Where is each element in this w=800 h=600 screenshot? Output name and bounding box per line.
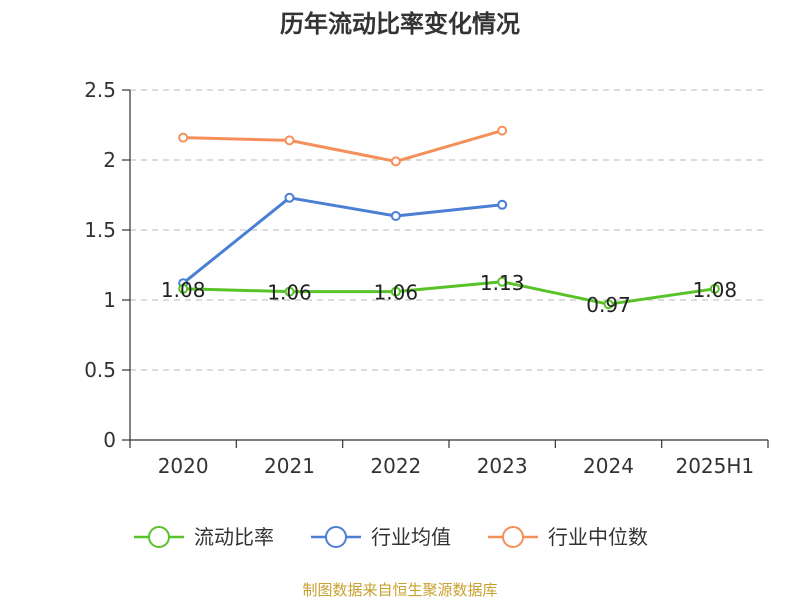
y-tick-label: 2	[103, 148, 116, 172]
data-point	[284, 286, 295, 297]
data-point	[284, 192, 295, 203]
data-point	[390, 286, 401, 297]
data-point	[497, 125, 508, 136]
series-group: 1.08 1.06 1.06 1.13 0.97 1.08	[161, 125, 738, 317]
series-line	[181, 280, 717, 306]
data-point	[497, 276, 508, 287]
data-point	[178, 283, 189, 294]
data-label: 0.97	[586, 293, 631, 317]
data-point	[178, 132, 189, 143]
axes: 0 0.5 1 1.5 2 2.5 2020 2021 2022 2023 2024 2025H1	[84, 78, 769, 478]
data-point	[390, 211, 401, 221]
data-label: 1.06	[267, 281, 312, 305]
y-tick-label: 2.5	[84, 78, 116, 102]
grid	[130, 89, 768, 371]
x-tick-label: 2020	[158, 454, 209, 478]
series-line	[181, 196, 504, 285]
x-tick-label: 2022	[370, 454, 421, 478]
legend-item: 行业均值	[311, 525, 451, 549]
data-label: 1.08	[693, 278, 738, 302]
series-line	[181, 129, 504, 163]
data-point	[284, 135, 295, 146]
y-tick-label: 0	[103, 428, 116, 452]
legend-label: 流动比率	[194, 525, 274, 549]
legend-marker	[502, 526, 524, 548]
data-label: 1.13	[480, 271, 525, 295]
data-label: 1.06	[374, 281, 419, 305]
legend-label: 行业均值	[371, 525, 451, 549]
x-tick-label: 2024	[583, 454, 634, 478]
legend-label: 行业中位数	[548, 525, 648, 549]
x-tick-label: 2023	[477, 454, 528, 478]
data-point	[497, 199, 508, 210]
chart-title: 历年流动比率变化情况	[280, 10, 520, 38]
legend: 流动比率 行业均值 行业中位数	[134, 525, 648, 549]
legend-item: 行业中位数	[488, 525, 648, 549]
source-note: 制图数据来自恒生聚源数据库	[302, 581, 497, 599]
legend-item: 流动比率	[134, 525, 274, 549]
data-label: 1.08	[161, 278, 206, 302]
x-tick-label: 2025H1	[675, 454, 754, 478]
legend-marker	[325, 526, 347, 548]
legend-marker	[148, 526, 170, 548]
x-tick-label: 2021	[264, 454, 315, 478]
data-point	[709, 283, 720, 294]
data-point	[390, 156, 401, 167]
y-tick-label: 1	[103, 288, 116, 312]
y-tick-label: 0.5	[84, 358, 116, 382]
data-point	[603, 299, 614, 310]
y-tick-label: 1.5	[84, 218, 116, 242]
